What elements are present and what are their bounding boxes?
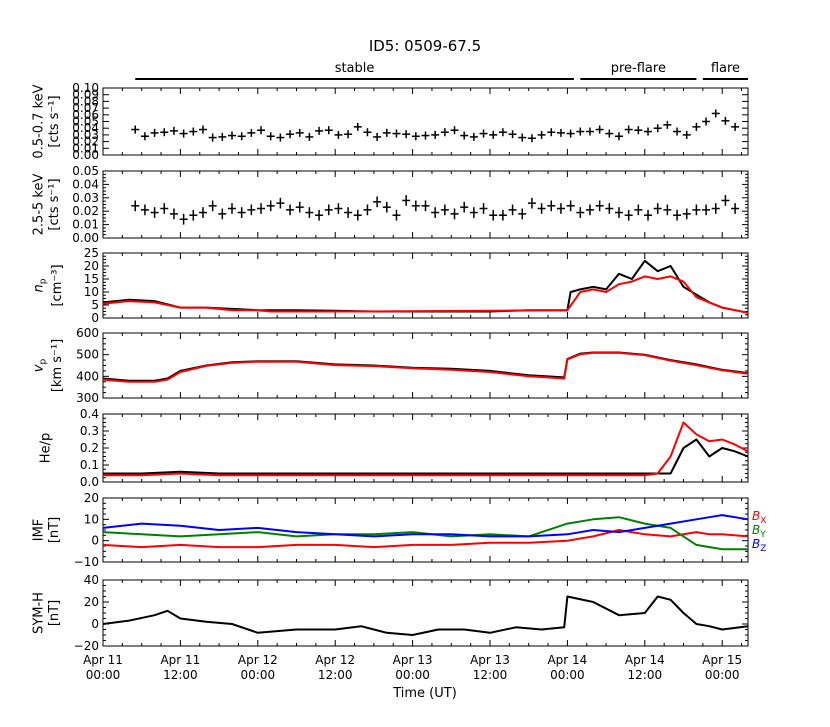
y-tick-label: 20	[84, 491, 99, 505]
y-tick-label: 0.00	[72, 148, 99, 162]
y-tick-label: 0.01	[72, 218, 99, 232]
x-tick-label: 12:00	[473, 668, 508, 682]
legend-entry: BZ	[752, 537, 766, 554]
y-tick-label: 400	[76, 369, 99, 383]
panel-frame	[102, 87, 749, 156]
y-tick-label: 20	[84, 259, 99, 273]
phase-label: stable	[335, 61, 375, 76]
y-tick-label: 40	[84, 573, 99, 587]
y-tick-label: 0.04	[72, 121, 99, 135]
y-tick-label: 0.3	[80, 424, 99, 438]
x-tick-label: Apr 13	[470, 653, 510, 667]
phase-label: pre-flare	[611, 61, 666, 76]
panel-hep: 0.0 0.1 0.2 0.3 0.4 He/p	[39, 407, 749, 489]
y-axis-label: SYM-H[nT]	[31, 592, 62, 634]
panel-symh: −20 0 20 40 SYM-H[nT]	[31, 573, 749, 653]
x-tick-label: 00:00	[705, 668, 740, 682]
y-tick-label: 0.08	[72, 94, 99, 108]
series-line-b_y	[102, 516, 748, 551]
x-tick-label: Apr 11	[160, 653, 200, 667]
y-tick-label: 0.03	[72, 191, 99, 205]
y-tick-label: −10	[74, 555, 99, 569]
y-tick-label: 15	[84, 272, 99, 286]
y-tick-label: 0.02	[72, 135, 99, 149]
series-line-b_x	[102, 529, 749, 549]
x-tick-label: Apr 13	[393, 653, 433, 667]
x-tick-label: 00:00	[550, 668, 585, 682]
series-line	[102, 351, 749, 383]
y-axis-label: IMF[nT]	[31, 517, 62, 543]
x-tick-label: 12:00	[318, 668, 353, 682]
y-axis-label: He/p	[39, 433, 54, 463]
y-tick-label: 0	[91, 311, 99, 325]
x-tick-label: Apr 14	[547, 653, 587, 667]
x-tick-label: Apr 15	[702, 653, 742, 667]
y-tick-label: 300	[76, 391, 99, 405]
y-tick-label: 0.03	[72, 128, 99, 142]
y-tick-label: 500	[76, 348, 99, 362]
y-tick-label: 0.2	[80, 441, 99, 455]
y-tick-label: 0.04	[72, 177, 99, 191]
y-tick-label: −20	[74, 639, 99, 653]
y-tick-label: 600	[76, 326, 99, 340]
y-axis-label: 0.5-0.7 keV[cts s⁻¹]	[31, 84, 62, 158]
y-axis-label: np [cm⁻³]	[31, 264, 65, 306]
x-tick-label: 00:00	[86, 668, 121, 682]
y-tick-label: 10	[84, 285, 99, 299]
y-tick-label: 20	[84, 595, 99, 609]
chart-title: ID5: 0509-67.5	[369, 37, 481, 55]
y-tick-label: 0.09	[72, 88, 99, 102]
panel-frame	[102, 579, 749, 647]
panel-vp: 300 400 500 600 vp [km s⁻¹]	[31, 326, 749, 405]
panel-soft: 0.000.010.020.030.040.050.060.070.080.09…	[31, 81, 749, 162]
series-line	[102, 259, 749, 314]
phase-bars: stable pre-flare flare	[135, 61, 748, 80]
y-tick-label: 0.1	[80, 458, 99, 472]
series-line	[102, 595, 749, 636]
series-line	[103, 438, 749, 475]
y-axis-label: 2.5-5 keV[cts s⁻¹]	[31, 174, 62, 236]
x-tick-label: 00:00	[395, 668, 430, 682]
y-tick-label: 0.05	[72, 164, 99, 178]
series-line-b_z	[102, 514, 749, 538]
panels: 0.000.010.020.030.040.050.060.070.080.09…	[31, 81, 766, 653]
panel-frame	[102, 332, 749, 399]
y-tick-label: 5	[91, 298, 99, 312]
y-tick-label: 25	[84, 246, 99, 260]
y-tick-label: 0.01	[72, 141, 99, 155]
x-tick-label: Apr 12	[238, 653, 278, 667]
y-tick-label: 0.06	[72, 108, 99, 122]
x-tick-label: 12:00	[163, 668, 198, 682]
x-tick-label: Apr 11	[83, 653, 123, 667]
y-tick-label: 0.10	[72, 81, 99, 95]
phase-label: flare	[711, 61, 740, 76]
x-axis-label: Time (UT)	[392, 686, 457, 701]
legend-entry: BX	[752, 509, 766, 526]
x-tick-label: 12:00	[628, 668, 663, 682]
panel-frame	[102, 497, 749, 563]
y-axis-label: vp [km s⁻¹]	[31, 339, 65, 392]
y-tick-label: 0.0	[80, 475, 99, 489]
x-tick-label: 00:00	[241, 668, 276, 682]
y-tick-label: 0.07	[72, 101, 99, 115]
y-tick-label: 0.00	[72, 231, 99, 245]
y-tick-label: 0.05	[72, 115, 99, 129]
legend-entry: BY	[752, 523, 766, 540]
series-line	[102, 275, 749, 314]
y-tick-label: 0.4	[80, 407, 99, 421]
x-tick-label: Apr 12	[315, 653, 355, 667]
x-tick-label: Apr 14	[625, 653, 665, 667]
y-tick-label: 0	[91, 617, 99, 631]
y-tick-label: 0	[91, 534, 99, 548]
panel-hard: 0.000.010.020.030.040.05 2.5-5 keV[cts s⁻…	[31, 164, 749, 245]
y-tick-label: 0.02	[72, 204, 99, 218]
y-tick-label: 10	[84, 512, 99, 526]
series-line	[103, 421, 749, 477]
